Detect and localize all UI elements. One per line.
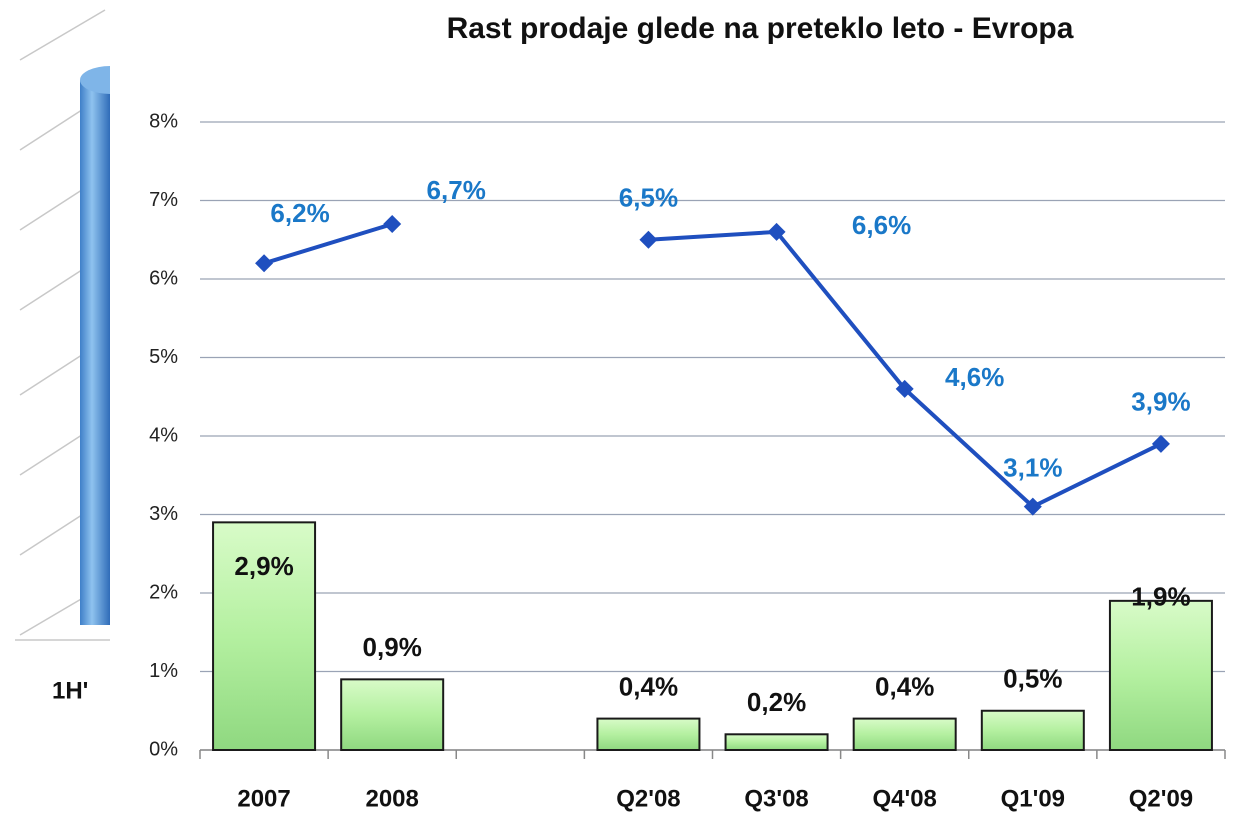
- chart-title: Rast prodaje glede na preteklo leto - Ev…: [447, 12, 1074, 45]
- bar: [726, 734, 828, 750]
- y-tick-label: 2%: [149, 581, 178, 603]
- line-marker: [255, 254, 273, 272]
- y-tick-label: 7%: [149, 189, 178, 211]
- line-value-label: 6,2%: [270, 198, 329, 228]
- line-marker: [1152, 435, 1170, 453]
- y-tick-label: 4%: [149, 424, 178, 446]
- line-value-label: 3,9%: [1131, 387, 1190, 417]
- chart: 1H' Rast prodaje glede na preteklo leto …: [0, 0, 1235, 815]
- line-value-label: 6,7%: [427, 175, 486, 205]
- bar-value-label: 2,9%: [234, 551, 293, 581]
- y-tick-label: 6%: [149, 267, 178, 289]
- x-tick-label: Q4'08: [872, 785, 936, 812]
- x-tick-label: Q1'09: [1001, 785, 1065, 812]
- line-marker: [383, 215, 401, 233]
- y-tick-label: 1%: [149, 660, 178, 682]
- y-tick-label: 3%: [149, 503, 178, 525]
- bar-value-label: 1,9%: [1131, 582, 1190, 612]
- bar-value-label: 0,2%: [747, 687, 806, 717]
- bar: [982, 711, 1084, 750]
- bar: [1110, 601, 1212, 750]
- background-chart: 1H': [15, 10, 150, 704]
- bar-value-label: 0,4%: [619, 671, 678, 701]
- x-tick-label: Q3'08: [744, 785, 808, 812]
- line-value-label: 6,6%: [852, 210, 911, 240]
- x-tick-label: Q2'09: [1129, 785, 1193, 812]
- line-marker: [639, 231, 657, 249]
- bar: [597, 719, 699, 750]
- y-tick-label: 0%: [149, 738, 178, 760]
- bar: [854, 719, 956, 750]
- bar-value-label: 0,9%: [363, 632, 422, 662]
- bar: [341, 679, 443, 750]
- x-tick-label: 2008: [365, 785, 418, 812]
- background-label: 1H': [52, 677, 88, 704]
- line-value-label: 4,6%: [945, 362, 1004, 392]
- x-tick-label: 2007: [237, 785, 290, 812]
- line-value-label: 3,1%: [1003, 453, 1062, 483]
- x-tick-label: Q2'08: [616, 785, 680, 812]
- bar-value-label: 0,4%: [875, 671, 934, 701]
- bar-value-label: 0,5%: [1003, 664, 1062, 694]
- y-tick-label: 8%: [149, 110, 178, 132]
- y-tick-label: 5%: [149, 346, 178, 368]
- line-value-label: 6,5%: [619, 183, 678, 213]
